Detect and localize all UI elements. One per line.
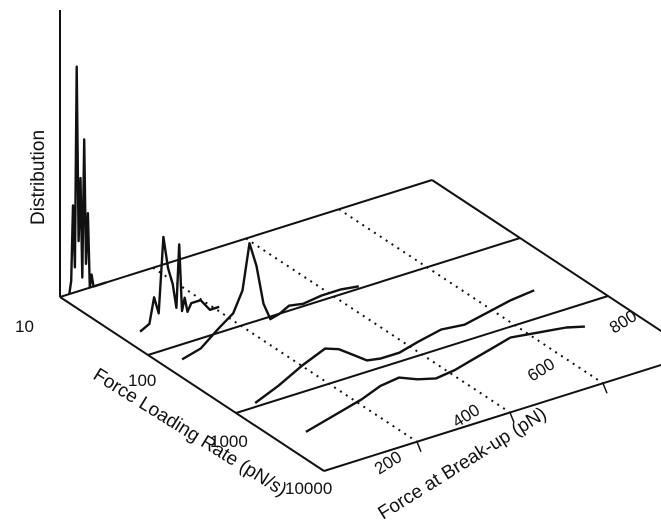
chart-floor bbox=[59, 179, 661, 472]
y-tick-label: 10 bbox=[15, 317, 34, 336]
x-tick-label: 800 bbox=[606, 306, 640, 337]
y-tick-label: 100 bbox=[128, 371, 156, 390]
series-line bbox=[68, 65, 107, 295]
floor-edge-back bbox=[431, 179, 661, 333]
x-tick-mark bbox=[509, 412, 515, 423]
y-axis-title: Force Loading Rate (pN/s) bbox=[89, 364, 290, 500]
x-tick-mark bbox=[416, 441, 422, 453]
series-line bbox=[305, 325, 585, 433]
series-line bbox=[254, 289, 535, 404]
x-tick-mark bbox=[602, 382, 608, 394]
z-axis-title: Distribution bbox=[28, 130, 49, 225]
y-tick-label: 1000 bbox=[210, 432, 248, 451]
series-line bbox=[181, 242, 360, 361]
floor-gridline-force bbox=[152, 266, 418, 443]
x-tick-label: 400 bbox=[449, 400, 483, 431]
x-tick-label: 600 bbox=[524, 354, 558, 385]
series-line bbox=[139, 235, 220, 333]
y-tick-label: 10000 bbox=[285, 479, 332, 498]
floor-gridline-force bbox=[338, 208, 604, 385]
floor-edge-front bbox=[59, 296, 325, 472]
chart-series-group bbox=[68, 65, 585, 433]
x-tick-label: 200 bbox=[371, 447, 405, 478]
